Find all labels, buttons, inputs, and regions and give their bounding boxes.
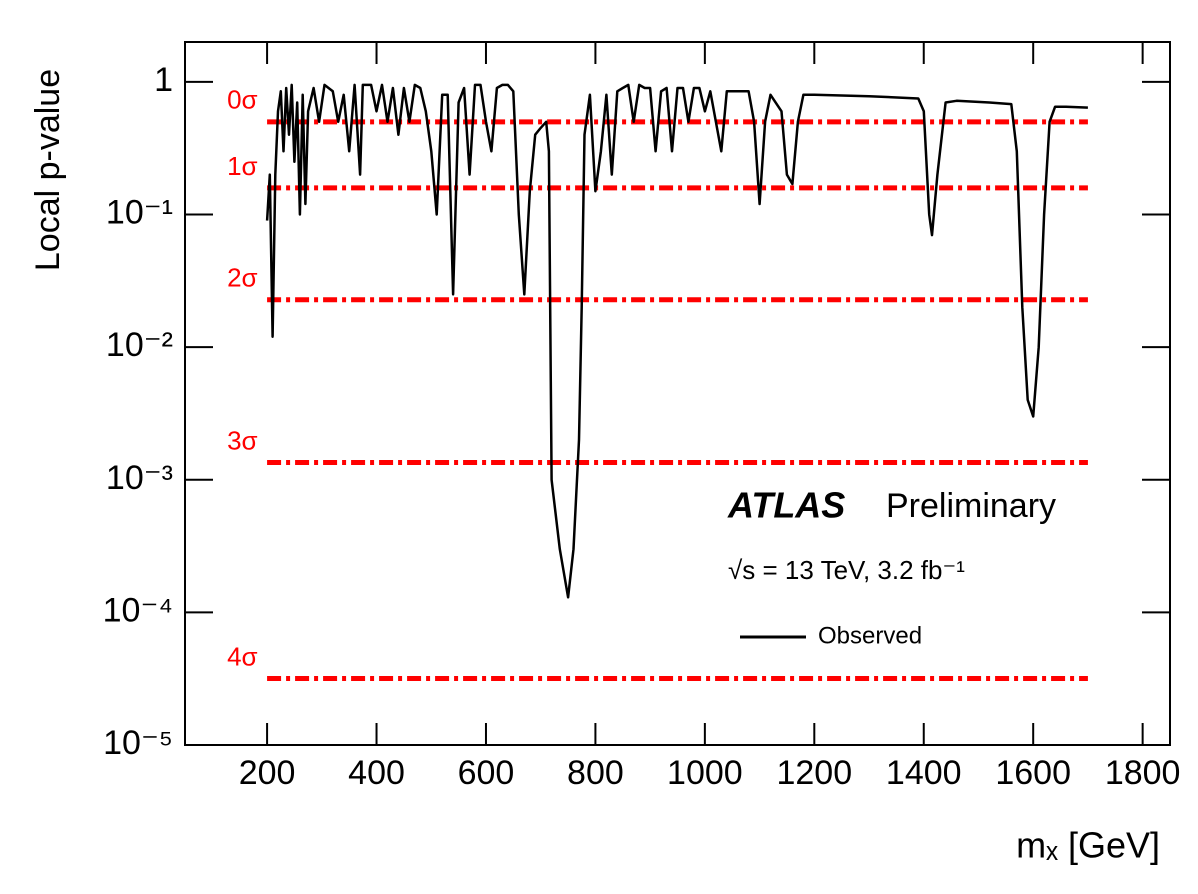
x-tick-label: 1600 bbox=[995, 754, 1071, 792]
atlas-label: ATLAS bbox=[727, 485, 845, 526]
sigma-label: 4σ bbox=[227, 641, 258, 671]
x-axis-label: mₓ [GeV] bbox=[1016, 825, 1160, 866]
y-tick-label: 10⁻² bbox=[106, 326, 173, 364]
x-tick-label: 200 bbox=[239, 754, 296, 792]
observed-line bbox=[265, 83, 1088, 599]
x-tick-label: 800 bbox=[567, 754, 624, 792]
sigma-label: 2σ bbox=[227, 263, 258, 293]
y-axis-label: Local p-value bbox=[29, 69, 67, 271]
energy-label: √s = 13 TeV, 3.2 fb⁻¹ bbox=[728, 555, 965, 585]
sigma-label: 0σ bbox=[227, 85, 258, 115]
legend-label: Observed bbox=[818, 622, 922, 649]
sigma-label: 3σ bbox=[227, 425, 258, 455]
y-tick-label: 10⁻¹ bbox=[106, 194, 173, 232]
x-tick-label: 1000 bbox=[667, 754, 743, 792]
y-tick-label: 1 bbox=[154, 61, 173, 99]
status-label: Preliminary bbox=[886, 487, 1056, 525]
y-tick-label: 10⁻⁵ bbox=[103, 724, 173, 762]
y-tick-label: 10⁻³ bbox=[106, 459, 173, 497]
x-tick-label: 1800 bbox=[1105, 754, 1181, 792]
sigma-label: 1σ bbox=[227, 151, 258, 181]
x-tick-label: 400 bbox=[348, 754, 405, 792]
y-tick-label: 10⁻⁴ bbox=[103, 591, 173, 629]
plot-frame bbox=[184, 41, 1171, 746]
x-tick-label: 1200 bbox=[776, 754, 852, 792]
x-tick-label: 600 bbox=[458, 754, 515, 792]
x-tick-label: 1400 bbox=[886, 754, 962, 792]
